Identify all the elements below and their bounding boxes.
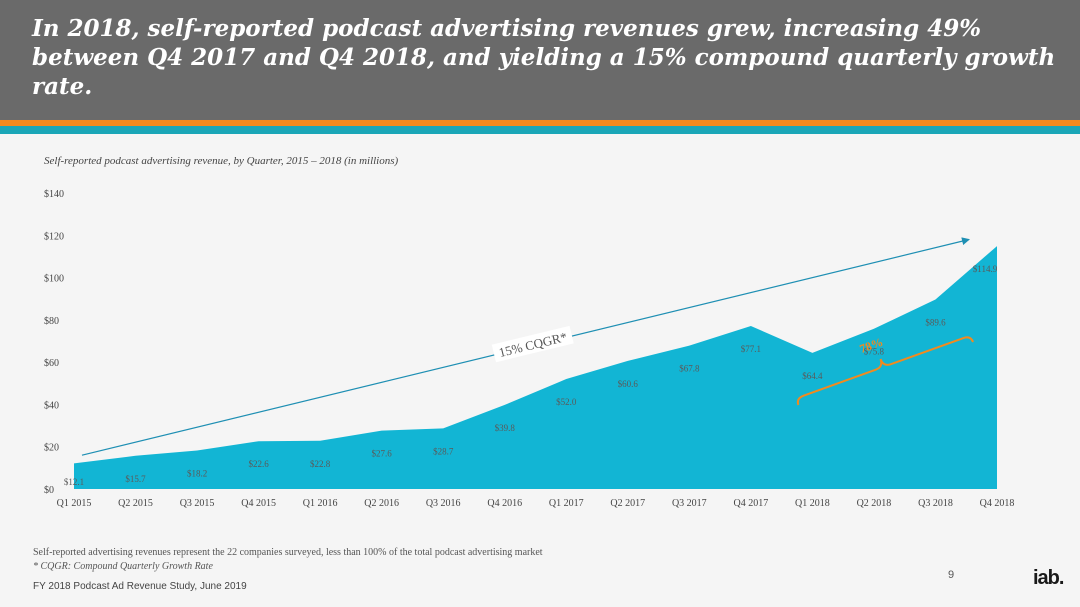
data-label: $27.6 [372, 449, 393, 459]
page-number: 9 [948, 569, 955, 581]
data-label: $22.8 [310, 459, 331, 469]
x-tick-label: Q3 2016 [426, 498, 461, 509]
x-tick-label: Q1 2018 [795, 498, 830, 509]
data-label: $64.4 [802, 371, 823, 381]
footnote-survey: Self-reported advertising revenues repre… [33, 547, 543, 558]
y-tick-label: $100 [44, 274, 64, 285]
x-tick-label: Q3 2015 [180, 498, 215, 509]
data-label: $114.9 [973, 264, 998, 274]
x-tick-label: Q4 2018 [980, 498, 1015, 509]
x-tick-label: Q2 2015 [118, 498, 153, 509]
x-tick-label: Q2 2018 [857, 498, 892, 509]
trend-label: 15% CQGR* [497, 329, 568, 360]
headline: In 2018, self-reported podcast advertisi… [32, 15, 1056, 100]
data-label: $22.6 [248, 459, 269, 469]
data-label: $89.6 [925, 318, 946, 328]
x-tick-label: Q4 2015 [241, 498, 276, 509]
x-tick-label: Q4 2016 [487, 498, 522, 509]
data-label: $12.1 [64, 477, 84, 487]
data-label: $60.6 [618, 379, 639, 389]
data-label: $75.8 [864, 347, 885, 357]
y-tick-label: $40 [44, 400, 59, 411]
x-tick-label: Q2 2017 [610, 498, 645, 509]
footnote-cqgr: * CQGR: Compound Quarterly Growth Rate [33, 561, 213, 572]
data-label: $18.2 [187, 469, 207, 479]
data-label: $28.7 [433, 446, 454, 456]
y-tick-label: $80 [44, 316, 59, 327]
header-banner: In 2018, self-reported podcast advertisi… [0, 0, 1080, 120]
x-tick-label: Q1 2016 [303, 498, 338, 509]
y-tick-label: $120 [44, 231, 64, 242]
x-tick-label: Q1 2017 [549, 498, 584, 509]
orange-stripe [0, 120, 1080, 126]
teal-stripe [0, 126, 1080, 134]
x-tick-label: Q3 2017 [672, 498, 707, 509]
revenue-area [74, 246, 997, 489]
y-tick-label: $0 [44, 485, 54, 496]
y-tick-label: $140 [44, 189, 64, 200]
x-tick-label: Q2 2016 [364, 498, 399, 509]
data-label: $67.8 [679, 364, 700, 374]
trend-label-gap [491, 325, 574, 363]
y-tick-label: $20 [44, 443, 59, 454]
data-label: $77.1 [741, 344, 761, 354]
x-tick-label: Q1 2015 [57, 498, 92, 509]
x-tick-label: Q4 2017 [733, 498, 768, 509]
data-label: $15.7 [125, 474, 146, 484]
iab-logo: iab. [1033, 567, 1064, 589]
y-tick-label: $60 [44, 358, 59, 369]
chart-title: Self-reported podcast advertising revenu… [44, 155, 399, 167]
data-label: $52.0 [556, 397, 577, 407]
source-note: FY 2018 Podcast Ad Revenue Study, June 2… [33, 581, 247, 592]
x-tick-label: Q3 2018 [918, 498, 953, 509]
data-label: $39.8 [495, 423, 516, 433]
